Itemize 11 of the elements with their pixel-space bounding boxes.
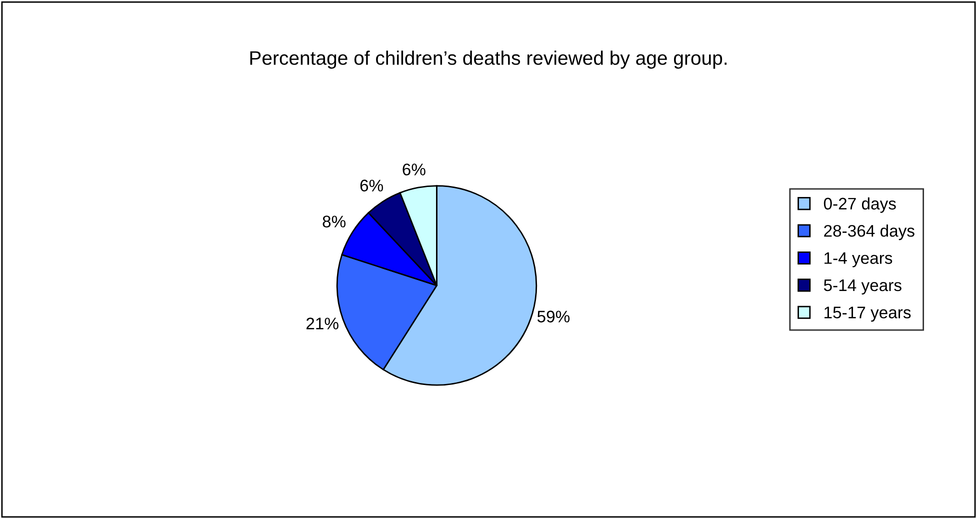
chart-title: Percentage of children’s deaths reviewed by age group. xyxy=(250,50,727,69)
legend-label: 5-14 years xyxy=(824,280,902,294)
data-label: 21% xyxy=(306,318,338,330)
data-label: 6% xyxy=(360,180,384,192)
data-label: 8% xyxy=(322,216,346,228)
data-label: 6% xyxy=(402,164,426,176)
legend-label: 1-4 years xyxy=(824,252,892,268)
legend-label: 0-27 days xyxy=(824,197,896,213)
legend-label: 15-17 years xyxy=(824,306,911,322)
legend-label: 28-364 days xyxy=(824,224,914,240)
data-label: 59% xyxy=(537,310,570,322)
